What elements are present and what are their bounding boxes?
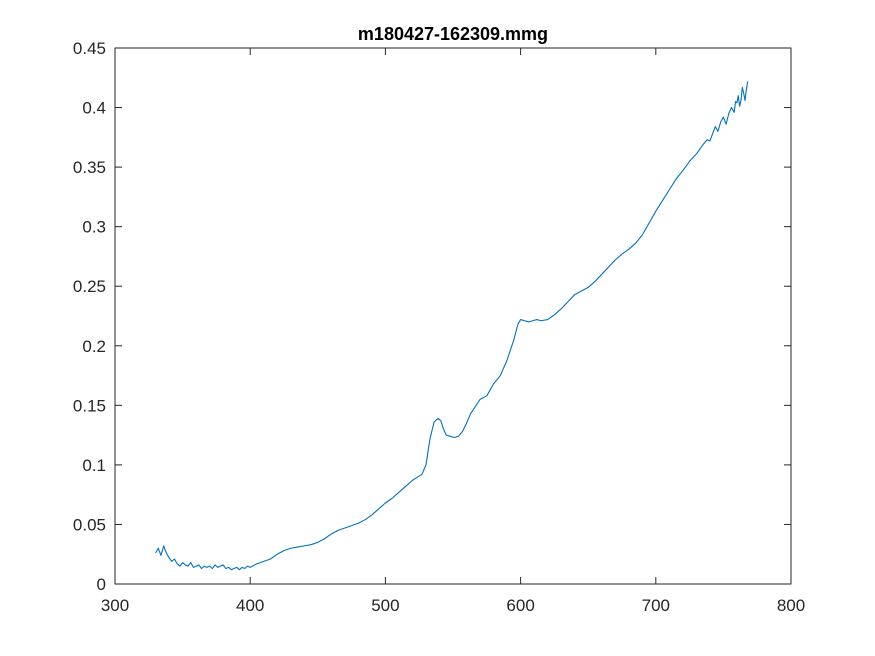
y-tick-label: 0.1 — [82, 456, 106, 475]
y-tick-label: 0.05 — [73, 515, 106, 534]
y-tick-label: 0.4 — [82, 99, 106, 118]
y-tick-label: 0.15 — [73, 396, 106, 415]
x-tick-label: 400 — [236, 596, 264, 615]
x-tick-label: 600 — [506, 596, 534, 615]
y-tick-label: 0.25 — [73, 277, 106, 296]
y-tick-label: 0.45 — [73, 39, 106, 58]
chart-title: m180427-162309.mmg — [358, 24, 548, 44]
plot-area — [114, 47, 792, 585]
x-tick-label: 500 — [371, 596, 399, 615]
y-tick-label: 0.2 — [82, 337, 106, 356]
x-tick-label: 800 — [777, 596, 805, 615]
x-tick-label: 300 — [101, 596, 129, 615]
y-tick-label: 0.35 — [73, 158, 106, 177]
data-series-line — [155, 81, 749, 571]
y-tick-label: 0 — [97, 575, 106, 594]
axis-tick-labels: 300 400 500 600 700 800 0 0.05 0.1 0.15 0.2 0.25 0.3… — [73, 39, 805, 615]
axis-ticks — [114, 47, 792, 585]
x-tick-label: 700 — [642, 596, 670, 615]
y-tick-label: 0.3 — [82, 218, 106, 237]
